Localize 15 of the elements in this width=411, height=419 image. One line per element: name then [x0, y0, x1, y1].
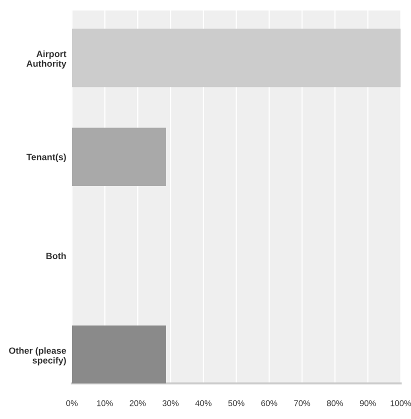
- y-tick-label: Other (please specify): [9, 347, 66, 366]
- y-tick-label: Airport Authority: [26, 50, 66, 69]
- x-tick-label: 20%: [130, 400, 146, 406]
- x-tick-label: 30%: [162, 400, 179, 406]
- x-tick-label: 100%: [390, 400, 411, 406]
- x-tick-label: 80%: [326, 400, 344, 406]
- y-tick-label: Both: [46, 252, 66, 260]
- x-tick-label: 90%: [360, 400, 376, 406]
- y-tick-label: Tenant(s): [26, 154, 66, 162]
- x-tick-label: 60%: [261, 400, 278, 406]
- x-tick-label: 50%: [228, 400, 244, 406]
- x-tick-label: 40%: [195, 400, 212, 406]
- x-tick-label: 0%: [66, 400, 78, 406]
- x-tick-label: 10%: [97, 400, 113, 406]
- x-tick-label: 70%: [294, 400, 310, 406]
